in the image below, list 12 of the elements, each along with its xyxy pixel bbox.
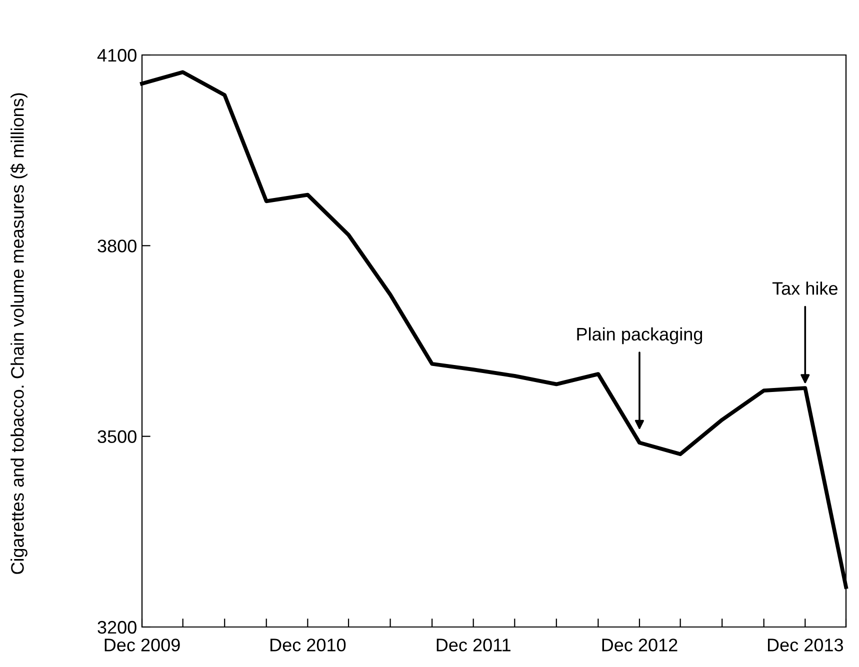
x-tick-label: Dec 2012 — [602, 638, 678, 652]
x-tick-label: Dec 2013 — [768, 638, 844, 652]
annotation: Tax hike — [772, 282, 838, 295]
y-tick-label: 3500 — [98, 430, 136, 444]
x-tick-label: Dec 2010 — [270, 638, 346, 652]
y-tick-label: 3200 — [98, 620, 136, 634]
x-tick-label: Dec 2009 — [104, 638, 180, 652]
x-tick-label: Dec 2011 — [436, 638, 510, 652]
annotation: Plain packaging — [577, 327, 702, 344]
y-axis-title: Cigarettes and tobacco. Chain volume measures ($ millions) — [10, 93, 28, 574]
y-tick-label: 4100 — [97, 48, 136, 62]
y-tick-label: 3800 — [98, 240, 136, 252]
